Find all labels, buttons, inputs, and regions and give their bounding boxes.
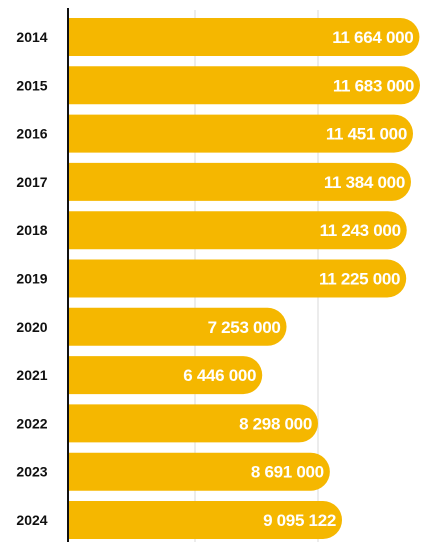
year-label: 2023 — [16, 464, 47, 480]
bar-2024 — [68, 501, 343, 539]
year-label: 2015 — [16, 77, 47, 93]
value-label: 6 446 000 — [183, 366, 256, 385]
bar-2022 — [68, 404, 319, 443]
year-label: 2024 — [16, 512, 47, 528]
year-label: 2016 — [16, 126, 47, 142]
value-label: 8 298 000 — [239, 414, 312, 433]
value-label: 11 683 000 — [333, 76, 414, 95]
value-label: 11 451 000 — [326, 125, 407, 144]
year-label: 2022 — [16, 415, 47, 431]
bar-2016 — [68, 114, 414, 153]
year-label: 2017 — [16, 174, 47, 190]
bar-2018 — [68, 211, 407, 250]
year-label: 2018 — [16, 222, 47, 238]
bar-2023 — [68, 452, 330, 491]
year-label: 2019 — [16, 271, 47, 287]
bars: 2014 11 664 000 2015 11 683 000 2016 11 451 0… — [16, 18, 420, 539]
value-label: 11 384 000 — [324, 173, 405, 192]
bar-2021 — [68, 356, 263, 395]
value-label: 9 095 122 — [263, 511, 336, 530]
bar-2015 — [68, 66, 420, 105]
value-label: 11 243 000 — [320, 221, 401, 240]
value-label: 11 664 000 — [332, 28, 413, 47]
value-label: 11 225 000 — [319, 270, 400, 289]
bar-2014 — [68, 18, 420, 56]
year-label: 2021 — [16, 367, 47, 383]
bar-2020 — [68, 307, 287, 346]
bar-2019 — [68, 259, 407, 298]
bar-2017 — [68, 162, 411, 201]
value-label: 8 691 000 — [251, 463, 324, 482]
value-label: 7 253 000 — [208, 318, 281, 337]
year-label: 2020 — [16, 319, 47, 335]
year-label: 2014 — [16, 29, 47, 45]
